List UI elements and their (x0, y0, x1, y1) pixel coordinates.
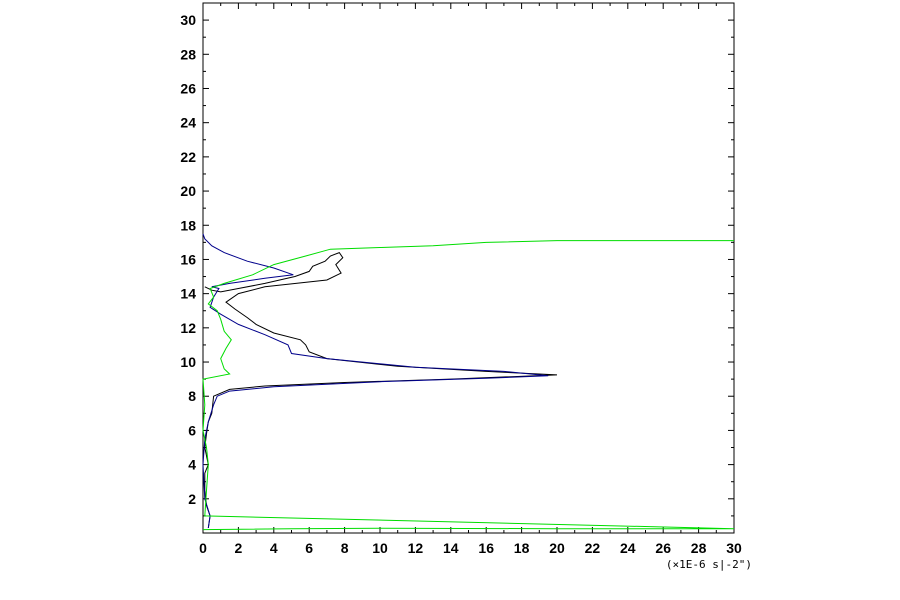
x-tick-label: 0 (199, 540, 207, 556)
x-axis-unit-label: (×1E-6 s|-2") (666, 558, 752, 571)
x-tick-label: 6 (305, 540, 313, 556)
y-tick-label: 4 (188, 457, 196, 473)
x-tick-label: 24 (620, 540, 636, 556)
y-tick-label: 16 (180, 251, 196, 267)
series-layer (202, 233, 735, 531)
x-tick-label: 26 (655, 540, 671, 556)
series-line-3 (202, 240, 735, 531)
y-tick-label: 6 (188, 422, 196, 438)
x-tick-label: 8 (341, 540, 349, 556)
y-tick-label: 24 (180, 115, 196, 131)
y-tick-label: 14 (180, 286, 196, 302)
y-tick-label: 18 (180, 217, 196, 233)
x-tick-label: 20 (549, 540, 565, 556)
series-line-2 (202, 233, 549, 528)
plot-frame (202, 2, 735, 534)
x-tick-label: 4 (270, 540, 278, 556)
x-tick-label: 14 (443, 540, 459, 556)
y-tick-label: 26 (180, 80, 196, 96)
x-tick-label: 22 (585, 540, 601, 556)
y-tick-label: 22 (180, 149, 196, 165)
series-line-1 (204, 251, 558, 528)
x-tick-label: 30 (726, 540, 742, 556)
x-tick-label: 16 (478, 540, 494, 556)
y-tick-label: 12 (180, 320, 196, 336)
x-tick-label: 28 (691, 540, 707, 556)
x-tick-label: 18 (514, 540, 530, 556)
y-tick-label: 30 (180, 12, 196, 28)
x-tick-label: 2 (235, 540, 243, 556)
y-tick-label: 8 (188, 388, 196, 404)
x-tick-label: 10 (372, 540, 388, 556)
x-tick-label: 12 (408, 540, 424, 556)
y-tick-label: 10 (180, 354, 196, 370)
y-tick-label: 20 (180, 183, 196, 199)
x-axis-ticks: 0 2 4 6 8 10 12 14 16 18 20 22 24 26 28 30 (199, 3, 742, 556)
y-tick-label: 2 (188, 491, 196, 507)
y-tick-label: 28 (180, 46, 196, 62)
